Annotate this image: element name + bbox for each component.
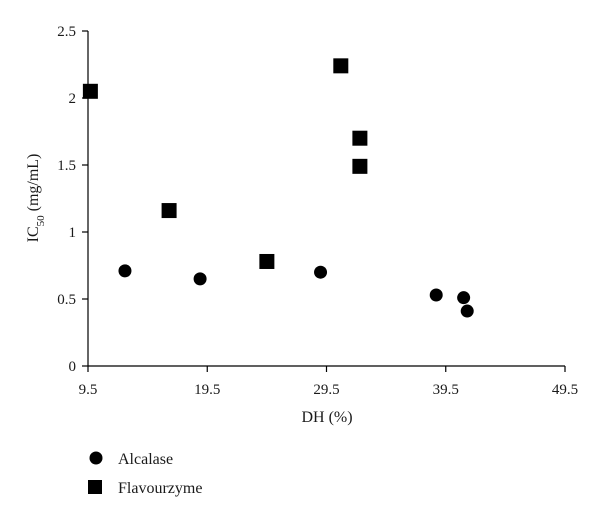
data-marks: [82, 58, 474, 318]
y-axis-title-subscript: 50: [35, 215, 47, 227]
y-ticks: 0 0.5 1 1.5 2 2.5: [57, 24, 88, 375]
legend-label-alcalase: Alcalase: [118, 451, 173, 468]
point-flavourzyme: [161, 203, 177, 219]
x-tick-label: 39.5: [433, 382, 459, 398]
y-axis-title-unit: (mg/mL): [25, 154, 42, 216]
x-tick-label: 19.5: [194, 382, 220, 398]
point-alcalase: [460, 304, 474, 318]
y-tick-label: 1.5: [57, 158, 76, 174]
y-axis-title: IC50 (mg/mL): [25, 154, 47, 243]
point-alcalase: [193, 272, 207, 286]
x-tick-label: 29.5: [313, 382, 339, 398]
x-tick-label: 49.5: [552, 382, 578, 398]
point-alcalase: [118, 264, 132, 278]
legend-item-flavourzyme: Flavourzyme: [88, 480, 202, 497]
point-flavourzyme: [333, 58, 349, 74]
point-alcalase: [457, 291, 471, 305]
y-tick-label: 0: [69, 359, 77, 375]
point-alcalase: [314, 265, 328, 279]
point-flavourzyme: [259, 253, 275, 269]
legend-marker-alcalase: [89, 451, 103, 465]
legend-item-alcalase: Alcalase: [89, 451, 173, 468]
point-flavourzyme: [82, 83, 98, 99]
x-tick-label: 9.5: [79, 382, 98, 398]
y-tick-label: 2: [69, 91, 77, 107]
y-axis-title-main: IC: [25, 226, 42, 242]
point-flavourzyme: [352, 158, 368, 174]
y-tick-label: 1: [69, 225, 77, 241]
legend-label-flavourzyme: Flavourzyme: [118, 480, 202, 497]
point-flavourzyme: [352, 130, 368, 146]
legend: Alcalase Flavourzyme: [88, 451, 202, 497]
axes: [87, 31, 565, 367]
legend-marker-flavourzyme: [88, 480, 102, 494]
y-tick-label: 0.5: [57, 292, 76, 308]
x-axis-title: DH (%): [301, 409, 352, 426]
y-tick-label: 2.5: [57, 24, 76, 40]
x-ticks: 9.5 19.5 29.5 39.5 49.5: [79, 366, 578, 398]
point-alcalase: [429, 288, 443, 302]
